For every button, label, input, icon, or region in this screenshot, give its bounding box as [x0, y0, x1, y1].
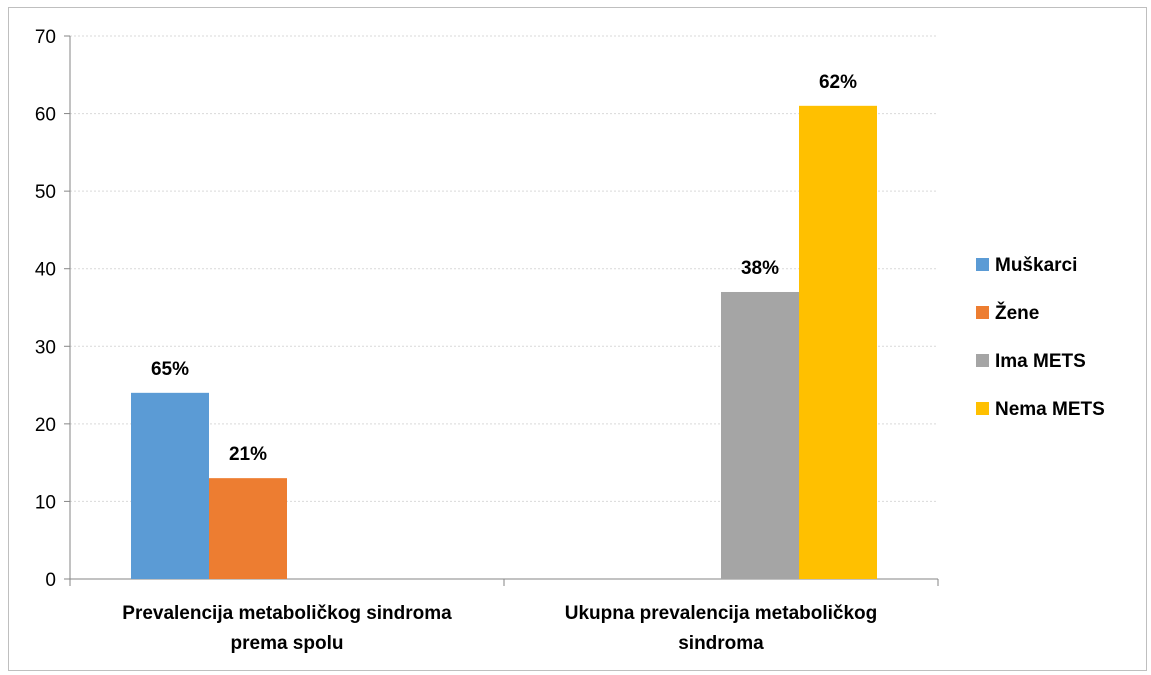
data-label: 62%	[819, 72, 857, 93]
bar-muškarci	[131, 392, 209, 579]
legend-entry: Ima METS	[995, 351, 1086, 372]
legend-swatch	[976, 258, 989, 271]
x-category-label: Ukupna prevalencija metaboličkog	[565, 603, 878, 624]
y-tick-label: 70	[35, 27, 56, 48]
bar-ima-mets	[721, 291, 799, 579]
bar-nema-mets	[799, 105, 877, 580]
y-tick-label: 10	[35, 492, 56, 513]
category-labels: Prevalencija metaboličkog sindroma prema …	[122, 603, 877, 654]
legend-entry: Nema METS	[995, 399, 1105, 420]
y-tick-label: 60	[35, 105, 56, 126]
x-category-label: sindroma	[678, 633, 764, 654]
y-tick-label: 20	[35, 415, 56, 436]
y-tick-label: 0	[45, 570, 56, 591]
y-tick-labels: 0 10 20 30 40 50 60 70	[35, 27, 56, 591]
data-label: 65%	[151, 359, 189, 380]
legend: Muškarci Žene Ima METS Nema METS	[976, 255, 1105, 420]
y-tick-label: 40	[35, 260, 56, 281]
x-category-label: prema spolu	[231, 633, 344, 654]
legend-swatch	[976, 402, 989, 415]
legend-entry: Muškarci	[995, 255, 1077, 276]
data-label: 21%	[229, 444, 267, 465]
x-category-label: Prevalencija metaboličkog sindroma	[122, 603, 452, 624]
legend-swatch	[976, 354, 989, 367]
legend-entry: Žene	[995, 302, 1039, 324]
y-tick-label: 50	[35, 182, 56, 203]
legend-swatch	[976, 306, 989, 319]
bar-žene	[209, 478, 287, 579]
data-labels: 65% 21% 38% 62%	[151, 72, 857, 465]
y-tick-label: 30	[35, 337, 56, 358]
data-label: 38%	[741, 258, 779, 279]
bars	[131, 105, 877, 580]
